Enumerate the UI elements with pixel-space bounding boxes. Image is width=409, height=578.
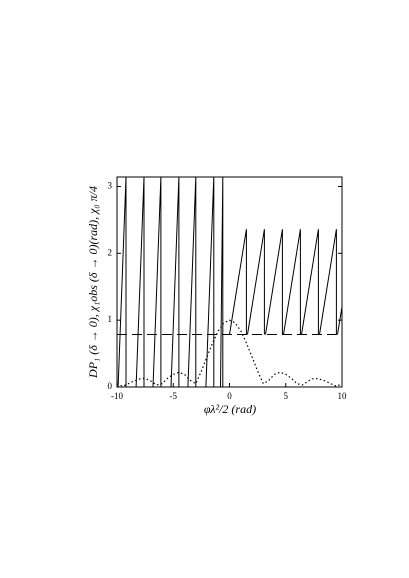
y-tick-label: 3 bbox=[108, 181, 113, 191]
y-tick-label: 2 bbox=[108, 247, 113, 257]
y-axis-label: DP₁ (δ → 0), χ₁obs (δ → 0)(rad), χ₀ π/4 bbox=[86, 186, 100, 379]
x-tick-label: 5 bbox=[284, 391, 289, 401]
series-line bbox=[117, 176, 343, 388]
series-line bbox=[116, 319, 343, 387]
x-tick-label: -10 bbox=[111, 391, 123, 401]
y-tick-label: 1 bbox=[108, 314, 113, 324]
plot-frame bbox=[116, 176, 343, 388]
y-tick-label: 0 bbox=[108, 381, 113, 391]
x-tick-label: 0 bbox=[227, 391, 232, 401]
x-tick-label: 10 bbox=[338, 391, 348, 401]
x-axis-label: φλ²/2 (rad) bbox=[204, 402, 256, 416]
x-tick-label: -5 bbox=[170, 391, 178, 401]
